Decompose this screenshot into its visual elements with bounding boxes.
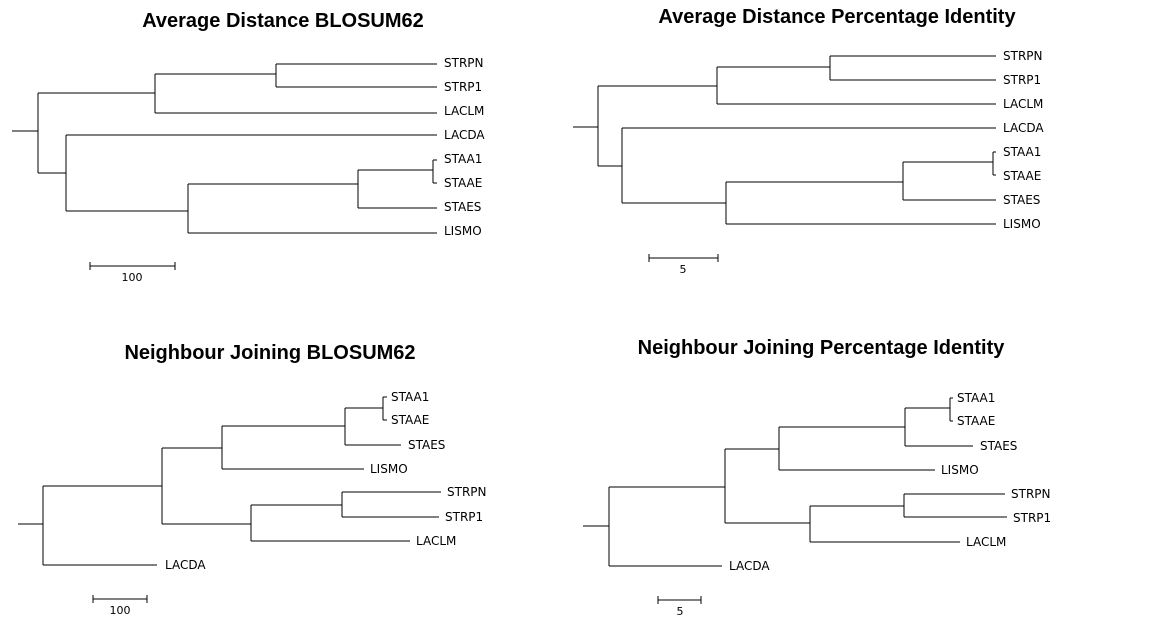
leaf-label: STRPN	[1003, 49, 1043, 63]
leaf-label: STAAE	[444, 176, 482, 190]
leaf-label: LACDA	[1003, 121, 1044, 135]
leaf-label: LACLM	[966, 535, 1006, 549]
tree-branches	[583, 397, 1007, 567]
tree-branches	[12, 63, 437, 234]
leaf-label: LACDA	[165, 558, 206, 572]
tree-title: Neighbour Joining Percentage Identity	[638, 337, 1006, 359]
leaf-label: STRPN	[444, 56, 484, 70]
leaf-label: LACLM	[1003, 97, 1043, 111]
leaf-label: STAAE	[391, 413, 429, 427]
scale-bar	[648, 254, 719, 262]
leaf-label: LISMO	[444, 224, 482, 238]
tree-branches	[573, 55, 996, 225]
scale-bar	[657, 596, 702, 604]
tree-title: Neighbour Joining BLOSUM62	[124, 342, 415, 364]
leaf-label: STAAE	[957, 414, 995, 428]
leaf-label: STAA1	[391, 390, 429, 404]
leaf-label: STRP1	[1013, 511, 1051, 525]
leaf-label: STAES	[408, 438, 445, 452]
leaf-label: STAES	[980, 439, 1017, 453]
tree-branches	[18, 396, 441, 566]
scale-bar-label: 100	[110, 604, 131, 617]
leaf-label: LACDA	[729, 559, 770, 573]
leaf-label: STRP1	[444, 80, 482, 94]
scale-bar-label: 100	[122, 271, 143, 284]
scale-bar	[92, 595, 148, 603]
leaf-label: LISMO	[941, 463, 979, 477]
leaf-label: STAES	[1003, 193, 1040, 207]
leaf-label: STRPN	[1011, 487, 1051, 501]
tree-avg-dist-blosum62: Average Distance BLOSUM62 STRPN STRP1 LA…	[12, 10, 485, 284]
tree-nj-blosum62: Neighbour Joining BLOSUM62 STAA1 STAAE S…	[18, 342, 487, 617]
leaf-label: LACLM	[444, 104, 484, 118]
leaf-label: STAA1	[1003, 145, 1041, 159]
leaf-label: STRP1	[1003, 73, 1041, 87]
leaf-label: LISMO	[370, 462, 408, 476]
leaf-label: STAA1	[444, 152, 482, 166]
leaf-label: STAAE	[1003, 169, 1041, 183]
leaf-label: STRPN	[447, 485, 487, 499]
leaf-label: STRP1	[445, 510, 483, 524]
tree-title: Average Distance BLOSUM62	[142, 10, 424, 32]
tree-avg-dist-pct-identity: Average Distance Percentage Identity STR…	[573, 6, 1044, 276]
scale-bar	[89, 262, 176, 270]
leaf-label: STAES	[444, 200, 481, 214]
scale-bar-label: 5	[680, 263, 687, 276]
leaf-label: LISMO	[1003, 217, 1041, 231]
tree-nj-pct-identity: Neighbour Joining Percentage Identity ST…	[583, 337, 1051, 618]
tree-title: Average Distance Percentage Identity	[658, 6, 1016, 28]
leaf-label: LACLM	[416, 534, 456, 548]
leaf-label: STAA1	[957, 391, 995, 405]
leaf-label: LACDA	[444, 128, 485, 142]
scale-bar-label: 5	[677, 605, 684, 618]
